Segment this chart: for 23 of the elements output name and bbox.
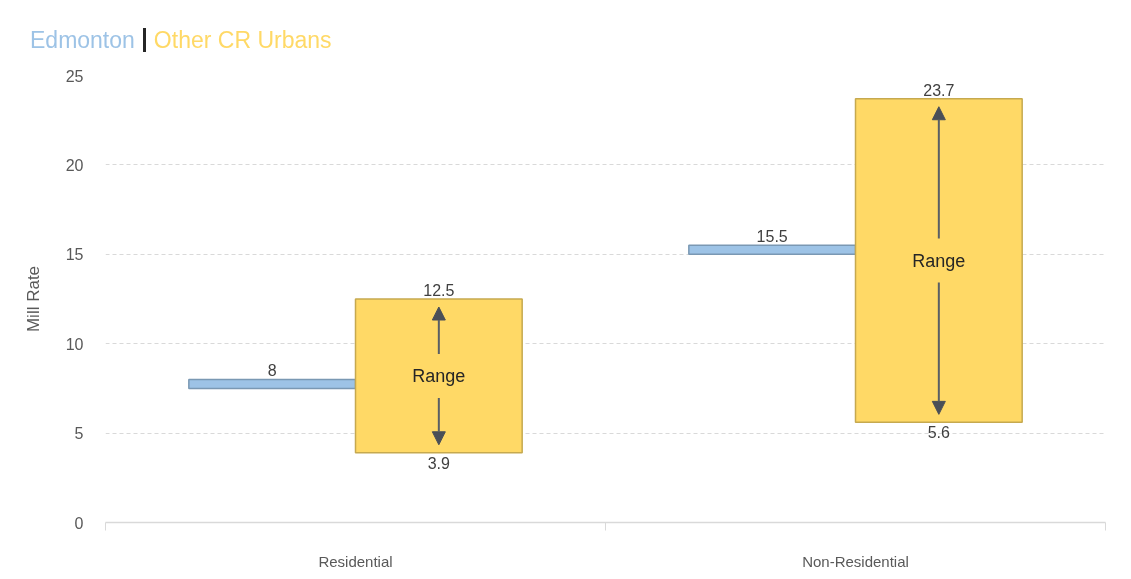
y-tick-label: 20 [65, 156, 84, 174]
y-tick-label: 0 [74, 514, 84, 532]
bar [854, 97, 1023, 424]
y-tick-label: 25 [65, 67, 84, 85]
annotation: Range [912, 250, 966, 271]
y-tick-label: 15 [65, 246, 84, 264]
text: Edmonton [30, 27, 135, 53]
annotation: 5.6 [927, 424, 951, 442]
annotation: 23.7 [923, 81, 955, 99]
y-tick-label: 5 [74, 425, 84, 443]
annotation: 8 [267, 362, 277, 380]
annotation: Range [412, 365, 466, 386]
y-axis-title: Mill Rate [23, 265, 43, 333]
bar [688, 244, 857, 256]
x-tick-label: Residential [318, 552, 393, 570]
x-tick-label: Non-Residential [802, 552, 909, 570]
bar [188, 378, 357, 390]
annotation: 3.9 [427, 454, 451, 472]
annotation: 15.5 [756, 228, 788, 246]
annotation: 12.5 [423, 282, 455, 299]
text: Other CR Urbans [153, 27, 332, 53]
bar [354, 298, 523, 454]
y-tick-label: 10 [65, 335, 84, 353]
